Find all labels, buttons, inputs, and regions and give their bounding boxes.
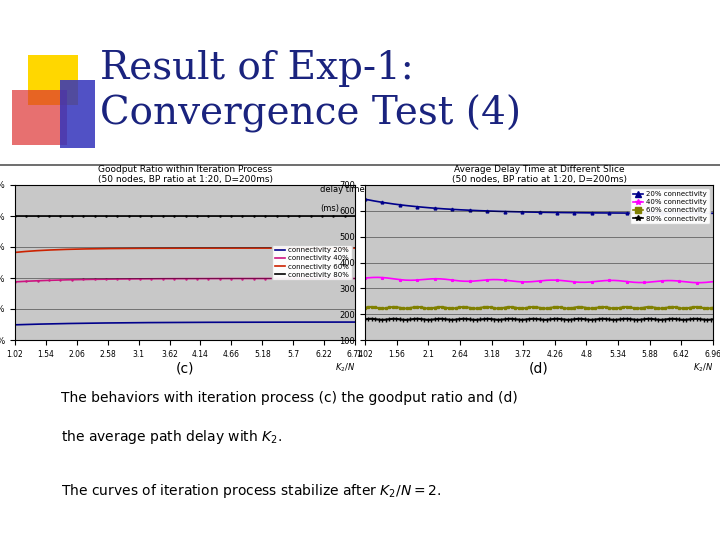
Text: The behaviors with iteration process (c) the goodput ratio and (d): The behaviors with iteration process (c)… — [61, 392, 518, 406]
Text: $K_2/N$: $K_2/N$ — [335, 362, 355, 374]
Text: (d): (d) — [529, 362, 549, 376]
Bar — [12, 90, 67, 145]
Text: (ms): (ms) — [320, 204, 339, 213]
Title: Average Delay Time at Different Slice
(50 nodes, BP ratio at 1:20, D=200ms): Average Delay Time at Different Slice (5… — [451, 165, 626, 184]
Text: $K_2/N$: $K_2/N$ — [693, 362, 713, 374]
Bar — [60, 80, 95, 148]
Text: delay time: delay time — [320, 185, 364, 194]
Text: The curves of iteration process stabilize after $K_2/N$$=$$2.$: The curves of iteration process stabiliz… — [61, 482, 441, 500]
Title: Goodput Ratio within Iteration Process
(50 nodes, BP ratio at 1:20, D=200ms): Goodput Ratio within Iteration Process (… — [97, 165, 272, 184]
Text: (c): (c) — [176, 362, 194, 376]
Legend: connectivity 20%, connectivity 40%, connectivity 60%, connectivity 80%: connectivity 20%, connectivity 40%, conn… — [272, 245, 351, 280]
Text: Convergence Test (4): Convergence Test (4) — [100, 95, 521, 133]
Text: the average path delay with $K_2$.: the average path delay with $K_2$. — [61, 428, 282, 446]
Legend: 20% connectivity, 40% connectivity, 60% connectivity, 80% connectivity: 20% connectivity, 40% connectivity, 60% … — [630, 188, 709, 224]
Text: Result of Exp-1:: Result of Exp-1: — [100, 50, 414, 87]
Bar — [28, 55, 78, 105]
